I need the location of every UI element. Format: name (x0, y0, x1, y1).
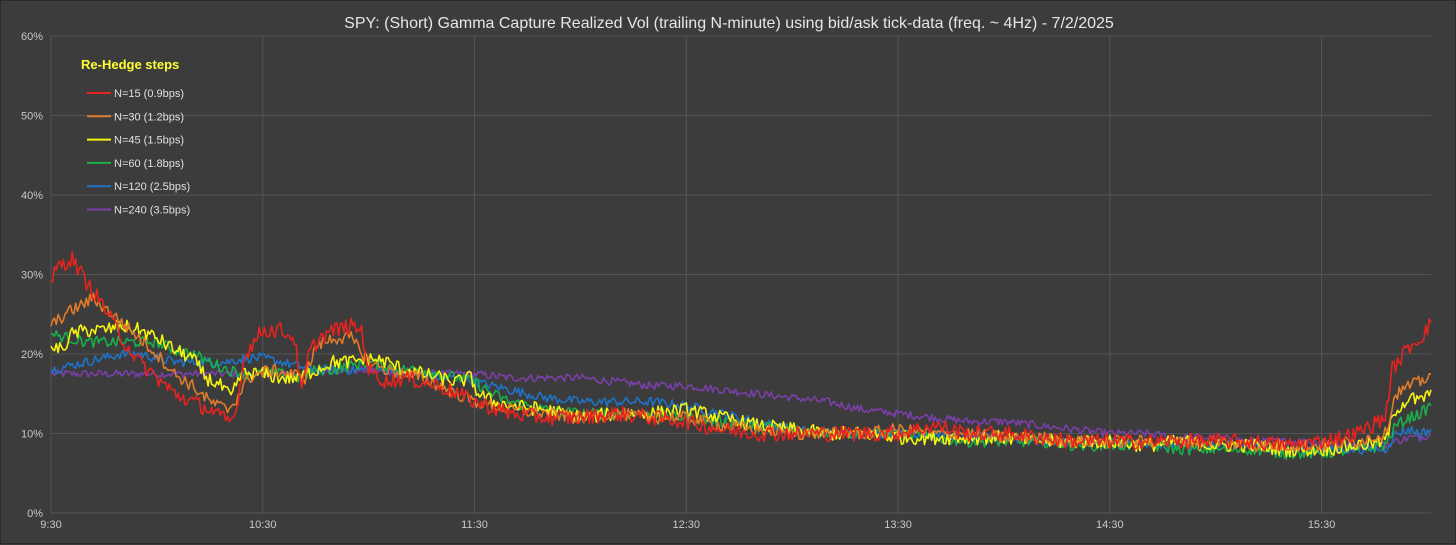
series-line-2 (50, 292, 1432, 453)
x-tick-label: 12:30 (673, 519, 701, 531)
legend-entry-label: N=120 (2.5bps) (114, 181, 190, 193)
x-tick-label: 14:30 (1096, 519, 1124, 531)
legend-title: Re-Hedge steps (81, 57, 179, 72)
legend-entry-label: N=240 (3.5bps) (114, 205, 190, 217)
chart-title: SPY: (Short) Gamma Capture Realized Vol … (344, 15, 1114, 32)
axis-labels: 0% 10% 20% 30% 40% 50% 60% 9:30 10:30 11:30 12:30 1… (21, 31, 1335, 531)
y-tick-label: 60% (21, 31, 43, 43)
legend: Re-Hedge steps N=15 (0.9bps) N=30 (1.2bps… (81, 57, 190, 217)
y-tick-label: 40% (21, 190, 43, 202)
x-tick-label: 15:30 (1308, 519, 1336, 531)
legend-entry-label: N=60 (1.8bps) (114, 158, 184, 170)
gridlines (50, 35, 1431, 514)
series-lines (50, 250, 1432, 460)
y-tick-label: 30% (21, 270, 43, 282)
series-line-1 (50, 250, 1432, 452)
legend-entry-label: N=45 (1.5bps) (114, 135, 184, 147)
y-tick-label: 0% (27, 508, 43, 520)
x-tick-label: 10:30 (249, 519, 277, 531)
legend-entry-label: N=30 (1.2bps) (114, 111, 184, 123)
series-line-3 (50, 319, 1432, 458)
x-tick-label: 9:30 (40, 519, 61, 531)
y-tick-label: 50% (21, 111, 43, 123)
x-tick-label: 13:30 (884, 519, 912, 531)
legend-entry-label: N=15 (0.9bps) (114, 88, 184, 100)
x-tick-label: 11:30 (461, 519, 488, 531)
y-tick-label: 20% (21, 349, 43, 361)
y-tick-label: 10% (21, 429, 43, 441)
